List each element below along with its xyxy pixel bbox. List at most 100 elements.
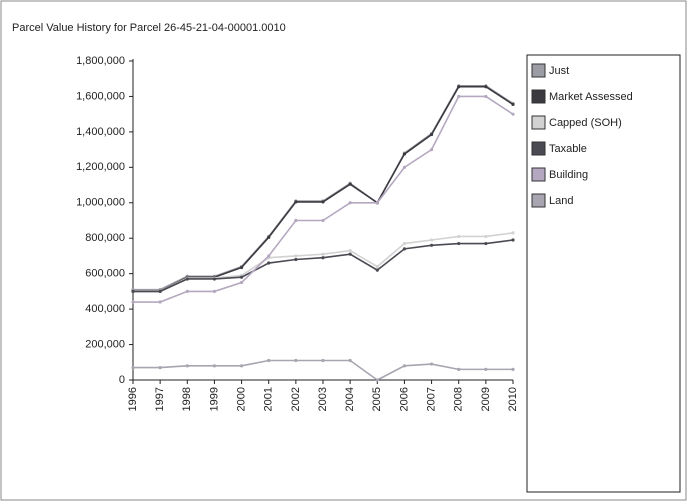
point	[402, 364, 407, 368]
point	[239, 275, 244, 279]
point	[511, 367, 515, 371]
legend-label: Taxable	[549, 143, 587, 155]
point	[294, 358, 298, 363]
point	[158, 300, 162, 304]
y-tick-label: 1,600,000	[76, 90, 125, 102]
point	[185, 289, 189, 293]
legend-box	[526, 54, 681, 493]
y-tick-label: 600,000	[85, 268, 125, 280]
y-tick-label: 1,200,000	[76, 161, 125, 173]
point	[239, 280, 244, 285]
point	[212, 364, 217, 368]
point	[158, 365, 162, 370]
point	[402, 247, 407, 251]
x-tick-label: 2004	[344, 387, 356, 411]
point	[294, 218, 298, 223]
x-tick-label: 1999	[208, 387, 220, 411]
point	[511, 231, 515, 235]
legend-label: Building	[549, 169, 588, 181]
point	[239, 265, 244, 270]
y-tick-label: 0	[119, 374, 125, 386]
legend-label: Just	[549, 65, 569, 77]
point	[511, 102, 515, 107]
point	[321, 358, 325, 363]
y-tick-label: 200,000	[85, 338, 125, 350]
point	[429, 238, 434, 242]
point	[239, 364, 244, 368]
point	[321, 252, 325, 256]
point	[457, 94, 461, 99]
point	[375, 201, 379, 205]
x-tick-label: 1997	[154, 387, 166, 411]
point	[131, 300, 135, 304]
x-tick-label: 2002	[290, 387, 302, 411]
point	[484, 94, 488, 99]
legend-swatch	[531, 63, 546, 78]
point	[131, 365, 135, 370]
point	[484, 85, 488, 89]
point	[511, 112, 515, 116]
point	[484, 367, 488, 371]
point	[375, 378, 379, 382]
point	[131, 289, 135, 293]
y-tick-label: 1,000,000	[76, 197, 125, 209]
x-tick-label: 2006	[398, 387, 410, 411]
point	[348, 201, 352, 205]
point	[212, 289, 217, 293]
point	[158, 289, 162, 293]
point	[348, 252, 352, 256]
point	[321, 200, 325, 204]
y-tick-label: 1,800,000	[76, 55, 125, 67]
point	[212, 277, 217, 281]
legend-swatch	[531, 115, 546, 130]
point	[457, 85, 461, 89]
legend-swatch	[531, 141, 546, 156]
point	[402, 241, 407, 246]
x-tick-label: 2007	[425, 387, 437, 411]
point	[267, 358, 271, 363]
x-tick-label: 2000	[235, 387, 247, 411]
point	[429, 362, 434, 366]
point	[429, 243, 434, 247]
x-tick-label: 2009	[480, 387, 492, 411]
legend-swatch	[531, 193, 546, 208]
point	[185, 277, 189, 281]
y-tick-label: 400,000	[85, 303, 125, 315]
x-tick-label: 1998	[181, 387, 193, 411]
legend-label: Market Assessed	[549, 91, 633, 103]
point	[267, 261, 271, 265]
point	[429, 148, 434, 152]
point	[375, 264, 379, 269]
point	[429, 132, 434, 137]
point	[348, 249, 352, 253]
point	[321, 256, 325, 260]
legend-swatch	[531, 167, 546, 182]
point	[267, 235, 271, 239]
x-tick-label: 2005	[371, 387, 383, 411]
x-tick-label: 1996	[127, 387, 139, 411]
legend-label: Land	[549, 195, 573, 207]
point	[185, 364, 189, 368]
chart-title: Parcel Value History for Parcel 26-45-21…	[12, 22, 286, 34]
point	[294, 254, 298, 258]
x-tick-label: 2008	[453, 387, 465, 411]
x-tick-label: 2010	[507, 387, 519, 411]
legend-label: Capped (SOH)	[549, 117, 622, 129]
point	[402, 165, 407, 169]
point	[267, 254, 271, 258]
y-tick-label: 1,400,000	[76, 126, 125, 138]
point	[484, 234, 488, 239]
point	[457, 367, 461, 371]
point	[375, 268, 379, 272]
point	[402, 152, 407, 156]
point	[457, 234, 461, 239]
point	[294, 200, 298, 204]
x-tick-label: 2003	[317, 387, 329, 411]
point	[321, 218, 325, 223]
y-tick-label: 800,000	[85, 232, 125, 244]
legend-swatch	[531, 89, 546, 104]
point	[457, 241, 461, 246]
point	[484, 241, 488, 246]
point	[348, 358, 352, 363]
